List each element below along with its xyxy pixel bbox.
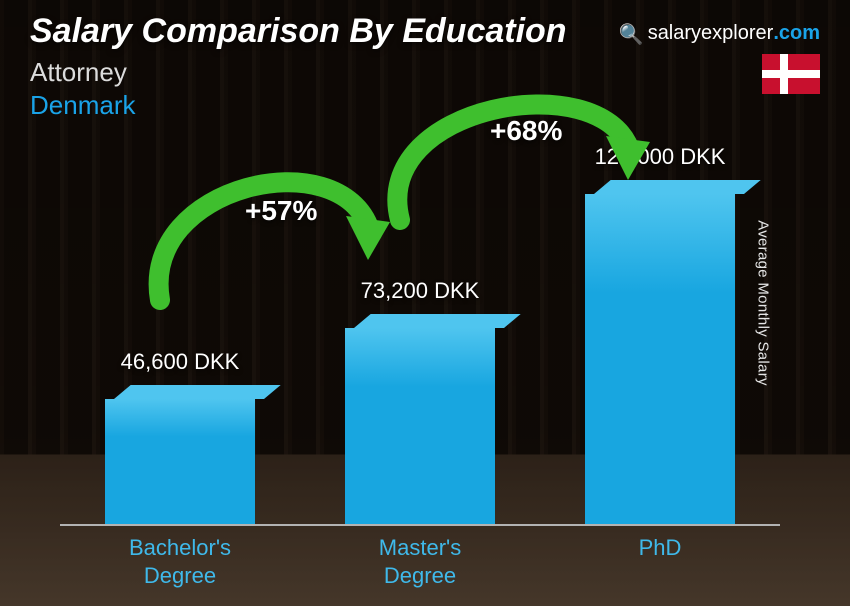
subtitle-country: Denmark <box>30 90 820 121</box>
brand-text-1: salary <box>648 22 701 45</box>
percent-increase-badge: +57% <box>245 195 317 227</box>
bar-category-label: Master'sDegree <box>300 534 540 589</box>
brand-logo: 🔍 salary explorer .com <box>619 20 820 45</box>
bar-group: 46,600 DKK <box>60 349 300 524</box>
bar <box>585 180 735 524</box>
bar-front-face <box>105 399 255 524</box>
bar <box>345 314 495 524</box>
bar-category-label: Bachelor'sDegree <box>60 534 300 589</box>
brand-accent: .com <box>773 22 820 45</box>
search-icon: 🔍 <box>619 22 644 47</box>
bar-value-label: 46,600 DKK <box>121 349 240 375</box>
y-axis-label: Average Monthly Salary <box>755 220 772 386</box>
increase-arrow-icon <box>130 150 410 320</box>
brand-text-2: explorer <box>701 22 773 45</box>
subtitle-role: Attorney <box>30 57 820 88</box>
bar-category-label: PhD <box>540 534 780 589</box>
flag-denmark-icon <box>762 54 820 94</box>
bar-top-face <box>114 385 281 399</box>
bar <box>105 385 255 524</box>
bar-front-face <box>585 194 735 524</box>
bar-front-face <box>345 328 495 524</box>
